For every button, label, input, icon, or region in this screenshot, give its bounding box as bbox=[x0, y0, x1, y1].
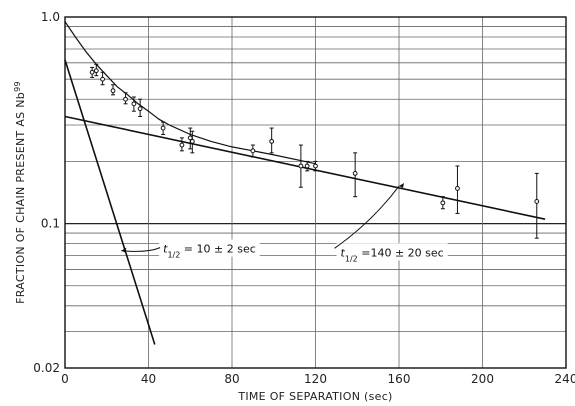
data-point bbox=[313, 160, 318, 172]
x-tick-label: 160 bbox=[388, 372, 411, 386]
annotation-arrowhead bbox=[399, 183, 404, 189]
data-point bbox=[352, 152, 358, 198]
point-marker bbox=[304, 163, 310, 169]
x-tick-label: 120 bbox=[304, 372, 327, 386]
point-marker bbox=[110, 88, 116, 94]
y-axis-label-main: FRACTION OF CHAIN PRESENT AS Nb bbox=[14, 92, 27, 304]
y-tick-label: 0.02 bbox=[33, 361, 60, 375]
annotation-background bbox=[336, 243, 448, 261]
plot-frame bbox=[64, 16, 567, 369]
x-axis-label: TIME OF SEPARATION (sec) bbox=[237, 390, 392, 403]
half-life-annotation: t1/2 =140 ± 20 sec bbox=[334, 183, 448, 263]
data-point bbox=[179, 137, 185, 152]
data-point bbox=[137, 98, 143, 117]
data-point bbox=[93, 63, 99, 77]
annotation-text: t1/2 =140 ± 20 sec bbox=[341, 246, 444, 263]
data-point bbox=[187, 127, 193, 150]
data-point bbox=[123, 92, 128, 105]
annotation-arrow bbox=[334, 185, 400, 249]
fit-line bbox=[64, 115, 546, 220]
data-point bbox=[298, 144, 304, 188]
data-point bbox=[189, 130, 195, 154]
point-marker bbox=[298, 163, 304, 169]
y-tick-label: 0.1 bbox=[41, 217, 60, 231]
fit-line bbox=[64, 21, 316, 165]
point-marker bbox=[89, 69, 95, 75]
point-marker bbox=[123, 96, 128, 102]
x-tick-label: 40 bbox=[141, 372, 156, 386]
x-tick-label: 200 bbox=[471, 372, 494, 386]
data-point bbox=[131, 96, 137, 112]
y-axis-label-superscript: 99 bbox=[13, 81, 22, 92]
x-tick-label: 80 bbox=[224, 372, 239, 386]
grid bbox=[65, 16, 566, 369]
point-marker bbox=[93, 68, 99, 74]
data-point bbox=[250, 144, 256, 158]
data-point bbox=[160, 121, 166, 135]
point-marker bbox=[100, 76, 105, 82]
data-point bbox=[110, 84, 116, 96]
annotations: t1/2 = 10 ± 2 sec t1/2 =140 ± 20 sec bbox=[121, 183, 448, 263]
y-axis-label: FRACTION OF CHAIN PRESENT AS Nb99 bbox=[13, 81, 28, 304]
point-marker bbox=[313, 163, 318, 169]
point-marker bbox=[189, 138, 195, 144]
fit-lines bbox=[64, 21, 546, 345]
point-marker bbox=[455, 186, 460, 191]
tick-labels: 0 40 80 120 160 200 240 0.02 0.1 1.0 bbox=[33, 10, 575, 386]
x-tick-label: 0 bbox=[61, 372, 69, 386]
data-point bbox=[89, 66, 95, 78]
annotation-arrowhead bbox=[121, 247, 127, 253]
point-marker bbox=[160, 125, 166, 131]
x-tick-label: 240 bbox=[555, 372, 575, 386]
point-marker bbox=[440, 200, 446, 206]
point-marker bbox=[269, 138, 275, 144]
annotation-background bbox=[159, 239, 260, 257]
point-marker bbox=[534, 199, 540, 204]
data-points bbox=[89, 63, 540, 239]
data-point bbox=[269, 127, 275, 154]
point-marker bbox=[137, 106, 143, 112]
point-marker bbox=[179, 142, 185, 148]
data-point bbox=[440, 196, 446, 210]
half-life-annotation: t1/2 = 10 ± 2 sec bbox=[121, 239, 260, 260]
point-marker bbox=[352, 170, 358, 176]
data-point bbox=[304, 160, 310, 172]
point-marker bbox=[131, 101, 137, 107]
data-point bbox=[100, 71, 105, 86]
annotation-arrow bbox=[121, 247, 161, 252]
data-point bbox=[455, 165, 460, 214]
fit-line bbox=[64, 59, 156, 345]
annotation-text: t1/2 = 10 ± 2 sec bbox=[163, 243, 256, 260]
point-marker bbox=[250, 148, 256, 154]
data-point bbox=[534, 172, 540, 239]
y-tick-label: 1.0 bbox=[41, 10, 60, 24]
